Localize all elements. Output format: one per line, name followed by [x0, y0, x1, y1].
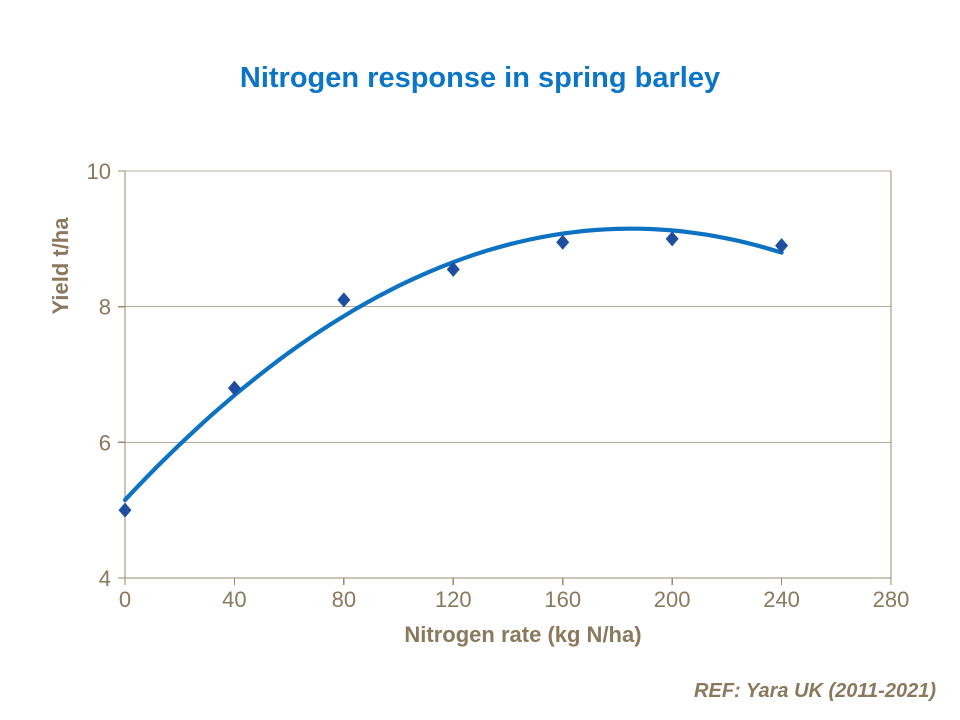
y-tick-label: 8	[99, 295, 111, 320]
data-point-marker	[337, 292, 351, 308]
data-point-marker	[665, 231, 679, 247]
y-tick-label: 4	[99, 566, 111, 591]
y-tick-label: 6	[99, 430, 111, 455]
data-point-marker	[118, 502, 132, 518]
x-tick-label: 280	[873, 587, 910, 612]
data-point-marker	[227, 380, 241, 396]
data-point-marker	[446, 261, 460, 277]
x-axis-title: Nitrogen rate (kg N/ha)	[404, 622, 642, 647]
x-tick-label: 120	[435, 587, 472, 612]
x-tick-label: 40	[222, 587, 246, 612]
x-tick-label: 200	[654, 587, 691, 612]
data-point-marker	[775, 238, 789, 254]
x-tick-label: 240	[763, 587, 800, 612]
y-tick-label: 10	[87, 159, 111, 184]
chart-title: Nitrogen response in spring barley	[239, 62, 721, 94]
x-tick-label: 80	[332, 587, 356, 612]
reference-note: REF: Yara UK (2011-2021)	[694, 680, 936, 702]
x-tick-label: 160	[544, 587, 581, 612]
data-point-marker	[556, 234, 570, 250]
x-tick-label: 0	[119, 587, 131, 612]
